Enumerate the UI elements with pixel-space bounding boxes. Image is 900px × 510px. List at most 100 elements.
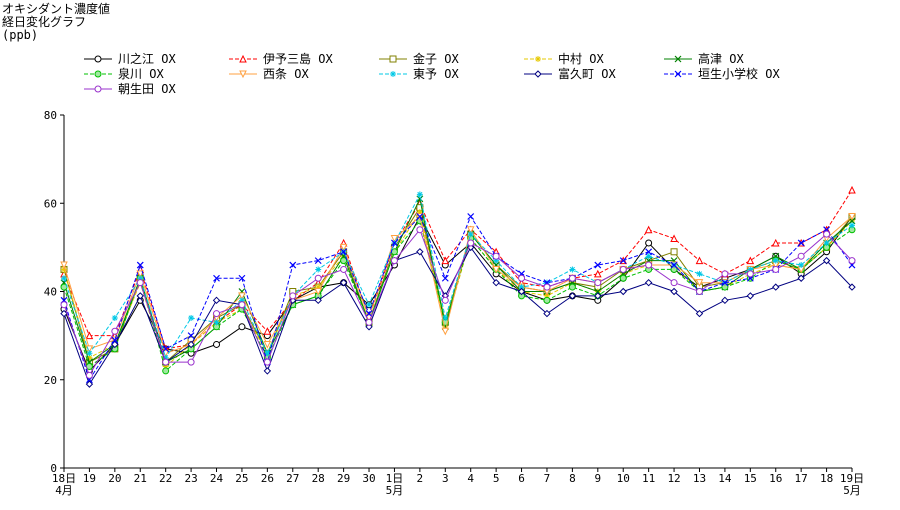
- y-tick-label: 60: [44, 197, 57, 210]
- data-point: [594, 261, 602, 269]
- data-point: [416, 213, 424, 220]
- data-point: [315, 266, 322, 273]
- data-point: [797, 252, 805, 260]
- legend-item: 泉川 OX: [84, 67, 164, 81]
- legend: 川之江 OX 伊予三島 OX 金子 OX 中村 OX 高津 OX 泉川 OX 西条 OX 東予…: [84, 51, 780, 96]
- data-point: [771, 238, 780, 247]
- legend-marker: [674, 70, 682, 78]
- data-point: [441, 327, 450, 336]
- data-point: [188, 314, 195, 321]
- legend-marker: [674, 55, 682, 63]
- data-point: [263, 358, 271, 366]
- data-point: [797, 239, 805, 247]
- data-point: [85, 380, 94, 388]
- legend-item: 金子 OX: [379, 51, 459, 66]
- data-point: [619, 287, 627, 296]
- data-point: [340, 265, 348, 273]
- y-tick-label: 20: [44, 374, 57, 387]
- x-tick-sublabel: 4月: [55, 484, 73, 497]
- legend-label: 川之江 OX: [118, 52, 176, 66]
- data-point: [645, 261, 653, 269]
- data-point: [619, 274, 627, 282]
- series-line: [63, 192, 853, 359]
- data-point: [340, 248, 348, 256]
- data-point: [442, 314, 449, 321]
- legend-item: 伊予三島 OX: [229, 51, 333, 66]
- data-point: [797, 274, 805, 282]
- data-point: [315, 284, 322, 291]
- x-tick-label: 7: [544, 472, 551, 485]
- legend-label: 東予 OX: [413, 67, 459, 81]
- data-point: [162, 363, 169, 370]
- data-point: [645, 253, 652, 260]
- data-point: [543, 283, 551, 291]
- data-point: [746, 270, 754, 278]
- data-point: [162, 358, 170, 366]
- chart-title: オキシダント濃度値 経日変化グラフ (ppb): [2, 1, 110, 42]
- data-point: [339, 243, 348, 252]
- x-tick-label: 5: [493, 472, 500, 485]
- data-point: [187, 358, 195, 366]
- x-tick-label: 2: [417, 472, 424, 485]
- data-point: [213, 340, 221, 348]
- title-line-3: (ppb): [2, 28, 38, 42]
- data-point: [390, 257, 398, 265]
- data-point: [823, 239, 830, 246]
- data-point: [314, 257, 322, 265]
- data-point: [695, 279, 704, 287]
- data-point: [416, 226, 424, 234]
- x-tick-label: 16: [769, 472, 782, 485]
- data-point: [111, 336, 119, 344]
- data-point: [416, 195, 424, 203]
- legend-marker: [94, 70, 102, 78]
- x-tick-label: 4: [467, 472, 474, 485]
- x-tick-label: 3: [442, 472, 449, 485]
- data-point: [645, 239, 653, 247]
- x-tick-label: 28: [312, 472, 325, 485]
- data-point: [670, 287, 678, 296]
- data-point: [543, 309, 551, 318]
- data-point: [314, 288, 323, 296]
- x-tick-label: 10: [617, 472, 630, 485]
- data-point: [263, 340, 272, 349]
- data-point: [568, 292, 577, 300]
- legend-item: 東予 OX: [379, 67, 459, 81]
- data-point: [772, 283, 780, 291]
- legend-label: 泉川 OX: [118, 67, 164, 81]
- data-point: [849, 222, 855, 229]
- data-point: [137, 275, 144, 282]
- x-tick-label: 20: [108, 472, 121, 485]
- series-line: [63, 189, 853, 350]
- data-point: [390, 235, 399, 243]
- data-point: [848, 185, 856, 194]
- data-point: [187, 340, 195, 349]
- data-point: [85, 331, 94, 340]
- series-line: [63, 210, 853, 368]
- legend-label: 朝生田 OX: [118, 82, 176, 96]
- data-point: [848, 217, 856, 225]
- data-point: [467, 213, 475, 220]
- data-point: [365, 318, 373, 326]
- data-point: [721, 279, 729, 287]
- legend-marker: [239, 54, 247, 63]
- data-point: [619, 257, 627, 265]
- data-point: [136, 261, 144, 269]
- data-point: [213, 274, 220, 282]
- series-line: [63, 246, 853, 386]
- data-point: [772, 265, 780, 273]
- legend-marker: [94, 85, 102, 93]
- data-point: [568, 283, 576, 291]
- legend-item: 川之江 OX: [84, 52, 176, 66]
- data-point: [264, 350, 271, 357]
- legend-label: 富久町 OX: [558, 66, 616, 81]
- x-tick-label: 22: [159, 472, 172, 485]
- data-point: [213, 310, 221, 318]
- x-tick-label: 14: [718, 472, 732, 485]
- legend-item: 中村 OX: [524, 51, 604, 66]
- series: [60, 243, 856, 388]
- data-point: [314, 296, 322, 305]
- data-point: [391, 239, 398, 247]
- y-tick-label: 0: [50, 462, 57, 475]
- legend-label: 高津 OX: [698, 51, 744, 66]
- data-point: [695, 309, 704, 318]
